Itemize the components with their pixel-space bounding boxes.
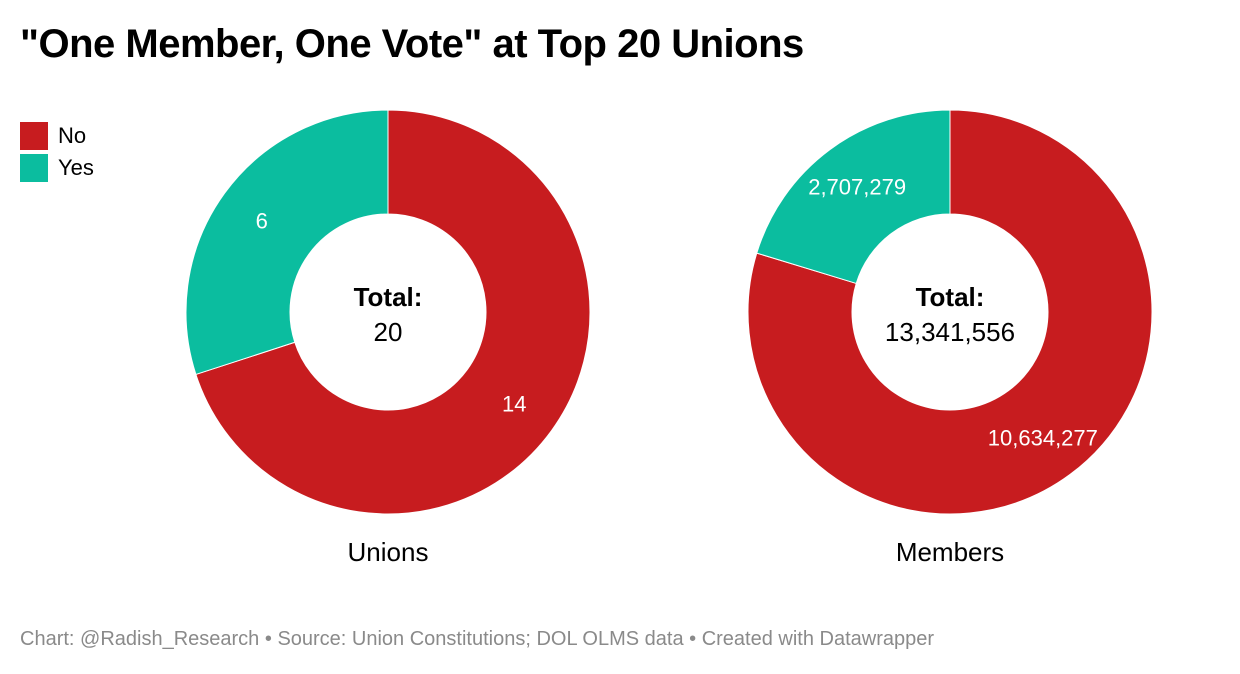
- slice-yes: [756, 109, 951, 285]
- footer-credits: Chart: @Radish_Research • Source: Union …: [20, 628, 934, 651]
- slice-label-no: 10,634,277: [988, 425, 1098, 450]
- legend-swatch-yes: [20, 154, 48, 182]
- donut-members: 10,634,277 2,707,279 Total: 13,341,556 Membe…: [747, 109, 1153, 567]
- donut-unions: 14 6 Total: 20 Unions: [185, 109, 591, 567]
- center-value: 20: [374, 317, 403, 347]
- center-label: Total:: [354, 282, 423, 312]
- slice-no: [747, 109, 1153, 515]
- legend-swatch-no: [20, 122, 48, 150]
- footer-separator-2: •: [689, 628, 697, 650]
- legend: No Yes: [20, 120, 94, 184]
- chart-title: "One Member, One Vote" at Top 20 Unions: [20, 22, 804, 66]
- legend-item-no: No: [20, 120, 94, 152]
- legend-label-yes: Yes: [58, 155, 94, 180]
- footer-tool: Created with Datawrapper: [701, 628, 935, 650]
- slice-label-yes: 6: [256, 208, 268, 233]
- footer-separator-1: •: [264, 628, 272, 650]
- slice-label-no: 14: [502, 392, 526, 417]
- slice-no: [195, 109, 591, 515]
- legend-item-yes: Yes: [20, 152, 94, 184]
- center-label: Total:: [916, 282, 985, 312]
- footer-credit: Chart: @Radish_Research: [20, 628, 260, 650]
- slice-label-yes: 2,707,279: [808, 175, 906, 200]
- chart-label: Members: [896, 537, 1004, 567]
- legend-label-no: No: [58, 123, 87, 148]
- slice-yes: [185, 109, 389, 376]
- chart-label: Unions: [348, 537, 429, 567]
- footer-source: Source: Union Constitutions; DOL OLMS da…: [277, 628, 684, 650]
- center-value: 13,341,556: [885, 317, 1015, 347]
